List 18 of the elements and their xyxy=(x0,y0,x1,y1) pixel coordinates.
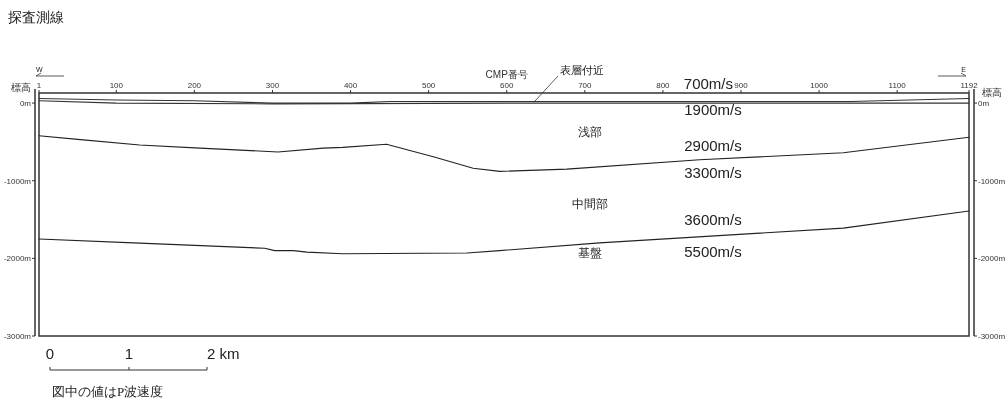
annotation: 2900m/s xyxy=(684,137,742,154)
annotation: 3600m/s xyxy=(684,211,742,228)
annotation: 図中の値はP波速度 xyxy=(52,384,164,399)
annotation: 1 xyxy=(124,345,134,362)
annotation: 700m/s xyxy=(683,75,733,92)
annotation: 5500m/s xyxy=(684,243,742,260)
annotation: 表層付近 xyxy=(560,64,604,76)
ylabel: 標高 xyxy=(11,82,31,93)
annotation: 1900m/s xyxy=(684,101,742,118)
annotation: 2 km xyxy=(207,345,240,362)
annotation: 中間部 xyxy=(572,197,608,211)
annotation: 基盤 xyxy=(578,246,602,260)
annotation: 0 xyxy=(45,345,55,362)
annotation: 3300m/s xyxy=(684,164,742,181)
title: 探査測線 xyxy=(8,10,64,25)
annotation: 浅部 xyxy=(578,125,602,139)
y2label: 標高 xyxy=(982,87,1002,98)
xlabel: CMP番号 xyxy=(485,69,528,80)
